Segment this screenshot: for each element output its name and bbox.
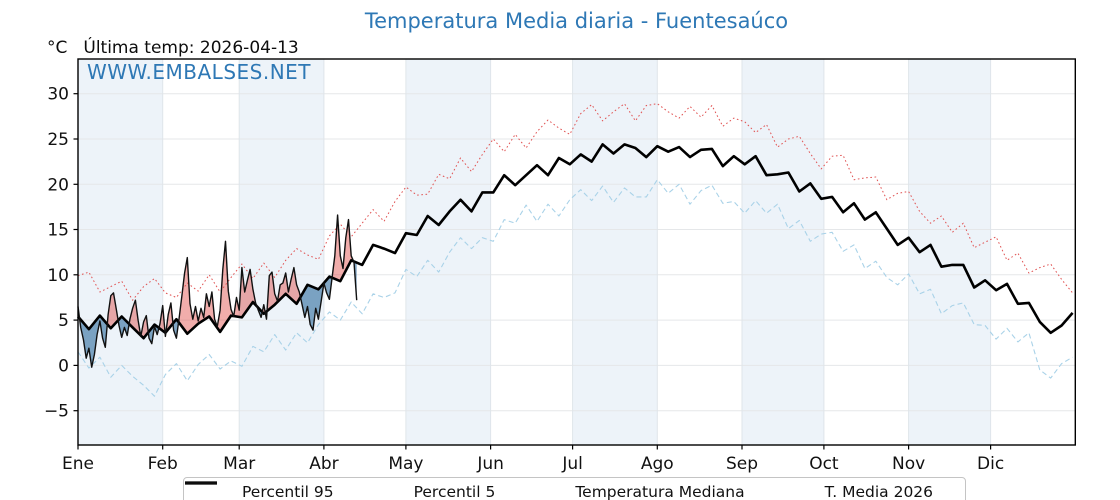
fill-above-median [158, 305, 166, 333]
y-tick-label-10: 10 [47, 266, 69, 286]
x-tick-label-dic: Dic [977, 454, 1004, 474]
series-line-t-media-2026 [77, 214, 358, 368]
chart-title: Temperatura Media diaria - Fuentesaúco [364, 9, 789, 33]
legend-swatch-percentil-95 [185, 482, 232, 497]
month-band-Sep [742, 59, 824, 445]
legend-label-temperatura-mediana: Temperatura Mediana [575, 483, 745, 500]
y-tick-label-15: 15 [47, 221, 69, 241]
chart-subheader: °C Última temp: 2026-04-13 [47, 38, 299, 58]
legend: Percentil 95 Percentil 5 Temperatura Med… [183, 477, 966, 500]
fill-below-median [300, 276, 333, 331]
month-band-Mar [239, 59, 324, 445]
x-tick-label-jul: Jul [561, 454, 583, 474]
x-tick-label-sep: Sep [726, 454, 758, 474]
legend-label-percentil-5: Percentil 5 [413, 483, 496, 500]
month-band-Ene [78, 59, 163, 445]
last-temp-label: Última temp: 2026-04-13 [83, 38, 299, 58]
y-tick-label--5: −5 [44, 402, 69, 422]
legend-swatch-temperatura-mediana [185, 481, 565, 497]
month-band-Jul [572, 59, 658, 445]
watermark: WWW.EMBALSES.NET [87, 60, 312, 84]
x-tick-label-ago: Ago [641, 454, 674, 474]
x-tick-label-nov: Nov [892, 454, 925, 474]
legend-label-percentil-95: Percentil 95 [242, 483, 334, 500]
x-tick-label-feb: Feb [148, 454, 178, 474]
x-tick-label-oct: Oct [809, 454, 839, 474]
legend-swatch-t-media-2026 [185, 482, 815, 497]
series-line-percentil-5 [77, 179, 1073, 397]
month-band-Nov [908, 59, 991, 445]
legend-item-t-media-2026: T. Media 2026 [185, 482, 934, 500]
y-tick-label-20: 20 [47, 175, 69, 195]
y-tick-label-0: 0 [58, 356, 69, 376]
fill-below-median [79, 315, 108, 368]
y-tick-label-30: 30 [47, 85, 69, 105]
legend-item-percentil-5: Percentil 5 [185, 482, 496, 500]
month-band-May [405, 59, 491, 445]
x-tick-label-may: May [388, 454, 423, 474]
legend-item-percentil-95: Percentil 95 [185, 482, 334, 500]
y-tick-label-25: 25 [47, 130, 69, 150]
series-line-percentil-95 [77, 103, 1073, 301]
legend-item-temperatura-mediana: Temperatura Mediana [185, 481, 745, 500]
fill-above-median [267, 267, 301, 312]
x-tick-label-ene: Ene [62, 454, 94, 474]
fill-below-median [173, 319, 179, 339]
x-tick-label-mar: Mar [223, 454, 255, 474]
y-tick-label-5: 5 [58, 311, 69, 331]
x-tick-label-abr: Abr [309, 454, 338, 474]
fill-above-median [178, 241, 234, 334]
plot-frame [77, 58, 1076, 446]
series-line-temperatura-mediana [77, 143, 1074, 340]
fill-below-median [353, 261, 357, 301]
y-axis-unit-label: °C [47, 38, 68, 58]
legend-swatch-percentil-5 [185, 482, 404, 497]
legend-label-t-media-2026: T. Media 2026 [824, 483, 934, 500]
x-tick-label-jun: Jun [476, 454, 504, 474]
